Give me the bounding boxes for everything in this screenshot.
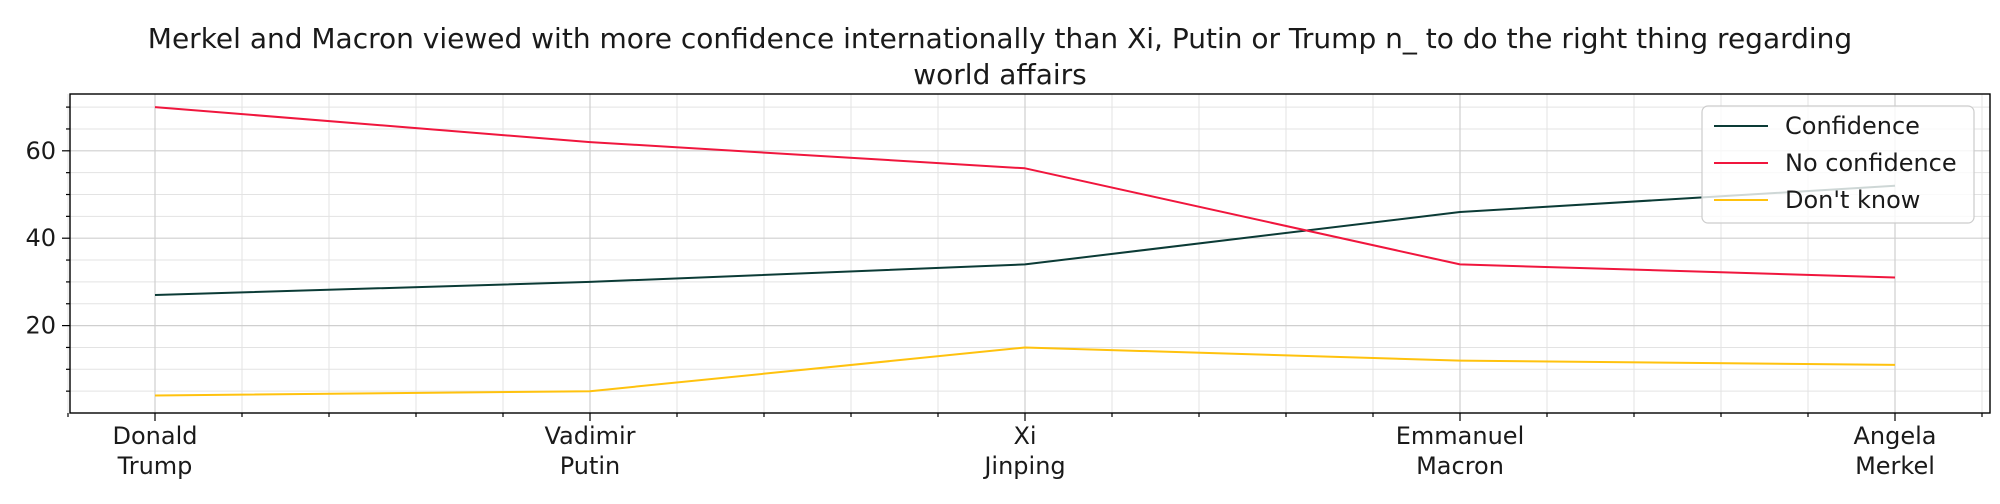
legend-box	[1701, 105, 1975, 224]
x-tick-label: Macron	[1416, 452, 1504, 480]
y-tick-label: 60	[25, 137, 56, 165]
series-line-confidence	[154, 184, 1896, 296]
y-tick-label: 40	[25, 224, 56, 252]
y-axis: 20 40 60	[25, 106, 70, 392]
chart-title-line-2: world affairs	[913, 58, 1086, 91]
y-tick-label: 20	[25, 312, 56, 340]
x-tick-label: Xi	[1013, 422, 1036, 450]
x-tick-label: Merkel	[1855, 452, 1935, 480]
x-tick-label: Emmanuel	[1396, 422, 1524, 450]
legend-label: Confidence	[1785, 112, 1920, 140]
x-tick-label: Trump	[117, 452, 193, 480]
grid-minor	[67, 94, 1990, 413]
series-lines	[154, 106, 1896, 397]
chart-title-line-1: Merkel and Macron viewed with more confi…	[148, 22, 1852, 55]
series-line-don-t-know	[154, 346, 1896, 397]
legend-label: No confidence	[1785, 149, 1957, 177]
legend: Confidence No confidence Don't know	[1701, 105, 1975, 224]
x-tick-label: Putin	[560, 452, 621, 480]
grid-major	[70, 94, 1990, 413]
x-tick-label: Jinping	[982, 452, 1065, 480]
plot-area	[69, 93, 1991, 414]
x-tick-label: Angela	[1853, 422, 1936, 450]
legend-label: Don't know	[1785, 186, 1920, 214]
x-tick-label: Donald	[113, 422, 198, 450]
x-tick-label: Vadimir	[544, 422, 635, 450]
series-line-no-confidence	[154, 106, 1896, 279]
